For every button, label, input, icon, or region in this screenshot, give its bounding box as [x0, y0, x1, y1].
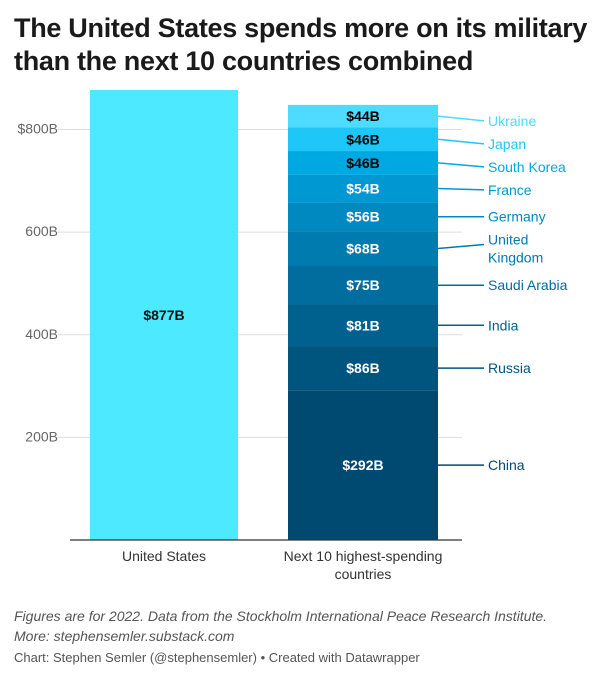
bar-segment — [288, 231, 438, 266]
bar-segment — [288, 104, 438, 128]
source-notes: Figures are for 2022. Data from the Stoc… — [14, 606, 604, 646]
segment-value-label: $46B — [346, 131, 379, 147]
y-tick-label: 200B — [25, 428, 58, 444]
bar-segment — [288, 390, 438, 540]
leader-line — [437, 138, 485, 145]
segment-value-label: $44B — [346, 108, 379, 124]
segment-value-label: $292B — [342, 457, 383, 473]
y-tick-label: 400B — [25, 326, 58, 342]
y-tick-label: $800B — [18, 121, 58, 137]
bar-segment — [288, 265, 438, 305]
x-category-label: Next 10 highest-spending — [284, 548, 443, 564]
country-label: Russia — [488, 360, 531, 376]
country-label: Japan — [488, 136, 526, 152]
x-category-label: United States — [122, 548, 206, 564]
stacked-bar-chart: 200B 400B 600B $800B $877B $292B $86B $81B $75B $… — [18, 90, 568, 582]
country-label: Saudi Arabia — [488, 277, 568, 293]
bar-segment — [288, 346, 438, 391]
bar-united-states — [90, 90, 238, 540]
country-label: France — [488, 182, 532, 198]
leader-line — [437, 243, 485, 250]
bar-segment — [288, 202, 438, 232]
y-tick-label: 600B — [25, 223, 58, 239]
segment-value-label: $86B — [346, 360, 379, 376]
source-note-line-2[interactable]: More: stephensemler.substack.com — [14, 628, 235, 644]
segment-value-label: $46B — [346, 155, 379, 171]
leader-line — [437, 162, 485, 168]
country-label: Ukraine — [488, 113, 536, 129]
chart-credit: Chart: Stephen Semler (@stephensemler) •… — [14, 650, 420, 665]
country-label: South Korea — [488, 159, 566, 175]
country-label: Germany — [488, 209, 546, 225]
country-label: China — [488, 457, 525, 473]
chart-title: The United States spends more on its mil… — [14, 12, 604, 78]
bar-segment — [288, 127, 438, 152]
segment-value-label: $56B — [346, 209, 379, 225]
source-note-line-1: Figures are for 2022. Data from the Stoc… — [14, 608, 548, 624]
bar-segment — [288, 151, 438, 175]
segment-value-label: $81B — [346, 317, 379, 333]
bar-value-label: $877B — [143, 307, 184, 323]
bar-segment — [288, 174, 438, 203]
leader-line — [437, 115, 485, 122]
bar-segment — [288, 304, 438, 347]
segment-value-label: $75B — [346, 277, 379, 293]
x-category-label: countries — [335, 566, 392, 582]
country-label: Kingdom — [488, 250, 543, 266]
country-label: India — [488, 317, 519, 333]
chart-title-line-1: The United States spends more on its mil… — [14, 13, 588, 43]
chart-title-line-2: than the next 10 countries combined — [14, 46, 474, 76]
segment-value-label: $54B — [346, 181, 379, 197]
segment-value-label: $68B — [346, 241, 379, 257]
country-label: United — [488, 232, 528, 248]
leader-line — [437, 187, 485, 191]
